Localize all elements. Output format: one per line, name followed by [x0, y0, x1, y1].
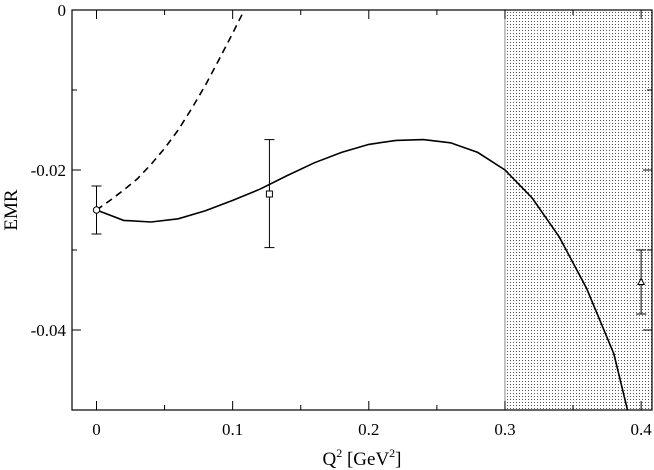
shaded-region-layer — [504, 10, 652, 410]
shaded-region — [504, 10, 652, 410]
x-tick-label: 0.4 — [630, 420, 652, 439]
x-tick-label: 0.3 — [494, 420, 515, 439]
plot-frame — [71, 9, 653, 411]
x-tick-label: 0.1 — [222, 420, 243, 439]
series-layer — [96, 10, 629, 410]
x-tick-label: 0 — [92, 420, 101, 439]
data-point-square — [265, 190, 273, 198]
data-points-layer — [91, 139, 647, 315]
data-point-triangle — [637, 277, 646, 285]
y-tick-label: -0.02 — [31, 161, 66, 180]
y-axis-title: EMR — [1, 189, 22, 231]
x-tick-label: 0.2 — [358, 420, 379, 439]
y-tick-label: 0 — [58, 1, 67, 20]
x-axis-title: Q2 [GeV2] — [322, 446, 401, 470]
y-tick-label: -0.04 — [31, 321, 67, 340]
series-line-dashed — [96, 10, 246, 211]
axis-ticks-layer: 0 0.1 0.2 0.3 0.4 0 -0.02 -0.04 — [31, 1, 653, 439]
data-point-circle — [92, 206, 101, 214]
series-line-solid — [96, 138, 629, 410]
